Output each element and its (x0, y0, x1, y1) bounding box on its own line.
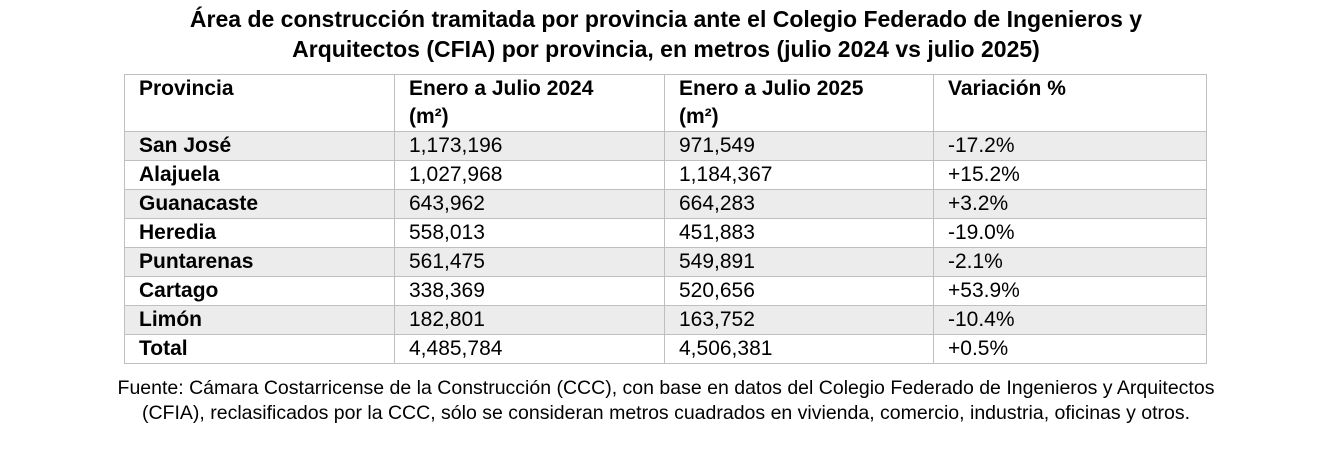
header-2025-unit: (m²) (679, 105, 719, 128)
header-2024-unit: (m²) (409, 105, 449, 128)
cell-variacion: +0.5% (933, 334, 1207, 364)
cell-2024: 182,801 (394, 305, 665, 335)
table-row: Cartago 338,369 520,656 +53.9% (124, 276, 1207, 306)
table-header-row: Provincia Enero a Julio 2024 (m²) Enero … (124, 74, 1207, 132)
cell-provincia: San José (124, 131, 395, 161)
table-row: Alajuela 1,027,968 1,184,367 +15.2% (124, 160, 1207, 190)
cell-provincia: Alajuela (124, 160, 395, 190)
table-row: San José 1,173,196 971,549 -17.2% (124, 131, 1207, 161)
cell-2025: 549,891 (664, 247, 934, 277)
header-variacion: Variación % (933, 74, 1207, 132)
cell-2025: 4,506,381 (664, 334, 934, 364)
table-row: Limón 182,801 163,752 -10.4% (124, 305, 1207, 335)
title-line-2: Arquitectos (CFIA) por provincia, en met… (292, 36, 1040, 62)
table-row-total: Total 4,485,784 4,506,381 +0.5% (124, 334, 1207, 364)
cell-2025: 163,752 (664, 305, 934, 335)
cell-variacion: -17.2% (933, 131, 1207, 161)
cell-variacion: -19.0% (933, 218, 1207, 248)
cell-2025: 971,549 (664, 131, 934, 161)
title-line-1: Área de construcción tramitada por provi… (189, 6, 1143, 32)
page-title: Área de construcción tramitada por provi… (0, 4, 1332, 64)
cell-2024: 338,369 (394, 276, 665, 306)
header-2024: Enero a Julio 2024 (m²) (394, 74, 665, 132)
source-note: Fuente: Cámara Costarricense de la Const… (0, 376, 1332, 426)
cell-2024: 1,027,968 (394, 160, 665, 190)
cell-provincia: Total (124, 334, 395, 364)
cell-variacion: +3.2% (933, 189, 1207, 219)
cell-variacion: -10.4% (933, 305, 1207, 335)
cell-2025: 1,184,367 (664, 160, 934, 190)
header-2024-label: Enero a Julio 2024 (409, 77, 594, 100)
cell-2024: 561,475 (394, 247, 665, 277)
cell-2025: 451,883 (664, 218, 934, 248)
source-line-1: Fuente: Cámara Costarricense de la Const… (117, 377, 1215, 399)
cell-provincia: Guanacaste (124, 189, 395, 219)
cell-variacion: +53.9% (933, 276, 1207, 306)
cell-2025: 664,283 (664, 189, 934, 219)
header-2025-label: Enero a Julio 2025 (679, 77, 864, 100)
table-row: Guanacaste 643,962 664,283 +3.2% (124, 189, 1207, 219)
construction-area-table: Provincia Enero a Julio 2024 (m²) Enero … (124, 74, 1207, 364)
table-row: Heredia 558,013 451,883 -19.0% (124, 218, 1207, 248)
cell-2025: 520,656 (664, 276, 934, 306)
cell-2024: 643,962 (394, 189, 665, 219)
cell-provincia: Cartago (124, 276, 395, 306)
cell-variacion: -2.1% (933, 247, 1207, 277)
header-provincia: Provincia (124, 74, 395, 132)
cell-provincia: Puntarenas (124, 247, 395, 277)
header-2025: Enero a Julio 2025 (m²) (664, 74, 934, 132)
cell-provincia: Limón (124, 305, 395, 335)
cell-2024: 1,173,196 (394, 131, 665, 161)
cell-provincia: Heredia (124, 218, 395, 248)
cell-variacion: +15.2% (933, 160, 1207, 190)
cell-2024: 558,013 (394, 218, 665, 248)
cell-2024: 4,485,784 (394, 334, 665, 364)
source-line-2: (CFIA), reclasificados por la CCC, sólo … (141, 402, 1191, 424)
table-row: Puntarenas 561,475 549,891 -2.1% (124, 247, 1207, 277)
